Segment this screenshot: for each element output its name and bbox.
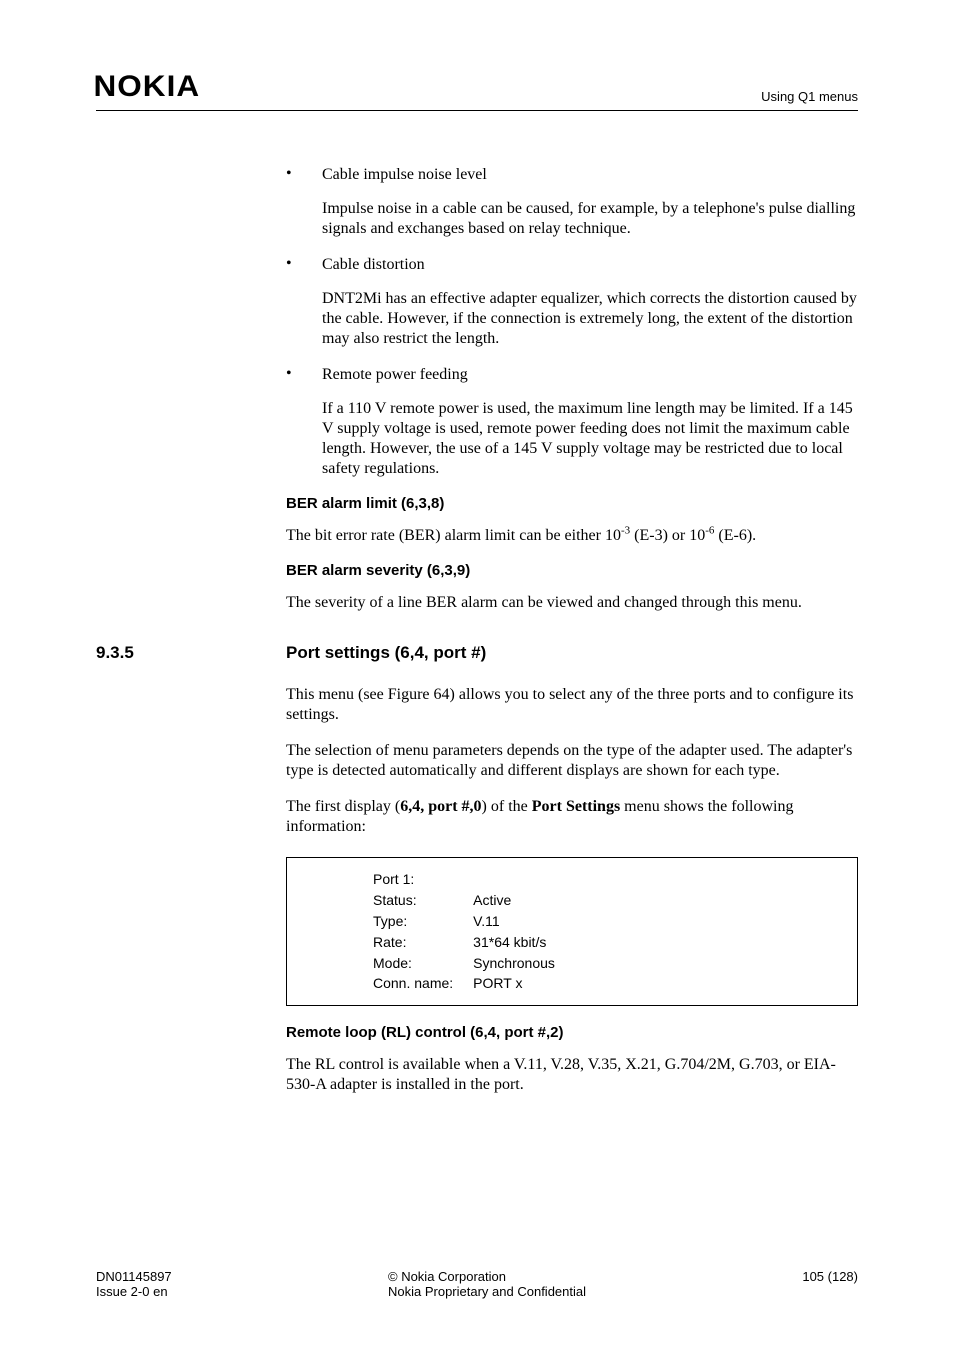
section-title: Port settings (6,4, port #) [286,643,486,663]
field-value: V.11 [473,912,573,931]
copyright: © Nokia Corporation [388,1269,586,1284]
bullet-title: Cable distortion [322,255,425,275]
heading-ber-limit: BER alarm limit (6,3,8) [286,495,858,512]
bullet-body: DNT2Mi has an effective adapter equalize… [322,289,858,349]
table-row: Status:Active [373,891,573,910]
field-key: Rate: [373,933,471,952]
port-info-box: Port 1: Status:Active Type:V.11 Rate:31*… [286,857,858,1006]
issue-label: Issue 2-0 en [96,1284,172,1299]
bullet-title: Remote power feeding [322,365,468,385]
bullet-title: Cable impulse noise level [322,165,487,185]
field-key: Type: [373,912,471,931]
port-info-table: Port 1: Status:Active Type:V.11 Rate:31*… [371,868,575,995]
paragraph: The selection of menu parameters depends… [286,741,858,781]
table-row: Type:V.11 [373,912,573,931]
nokia-logo: NOKIA [93,70,200,104]
table-row: Rate:31*64 kbit/s [373,933,573,952]
text: The first display ( [286,798,400,815]
field-value: 31*64 kbit/s [473,933,573,952]
footer-left: DN01145897 Issue 2-0 en [96,1269,172,1299]
table-row: Conn. name:PORT x [373,974,573,993]
paragraph: The bit error rate (BER) alarm limit can… [286,526,858,546]
paragraph: The RL control is available when a V.11,… [286,1055,858,1095]
footer-center: © Nokia Corporation Nokia Proprietary an… [388,1269,586,1299]
page-number: 105 (128) [802,1269,858,1284]
field-key: Mode: [373,954,471,973]
doc-number: DN01145897 [96,1269,172,1284]
bullet-dot: • [286,255,322,275]
superscript: -3 [621,525,630,537]
table-row: Mode:Synchronous [373,954,573,973]
bold-text: 6,4, port #,0 [400,798,481,815]
bullet-item: • Cable impulse noise level [286,165,858,185]
confidentiality: Nokia Proprietary and Confidential [388,1284,586,1299]
text: (E-6). [714,527,756,544]
section-heading-row: 9.3.5 Port settings (6,4, port #) [96,643,858,663]
field-key: Status: [373,891,471,910]
paragraph: The severity of a line BER alarm can be … [286,593,858,613]
bullet-body: Impulse noise in a cable can be caused, … [322,199,858,239]
page-footer: DN01145897 Issue 2-0 en © Nokia Corporat… [96,1269,858,1299]
paragraph: The first display (6,4, port #,0) of the… [286,797,858,837]
bullet-dot: • [286,365,322,385]
text: (E-3) or 10 [630,527,705,544]
page-header: NOKIA Using Q1 menus [96,70,858,111]
bullet-body: If a 110 V remote power is used, the max… [322,399,858,479]
field-key: Conn. name: [373,974,471,993]
header-section-title: Using Q1 menus [761,89,858,104]
paragraph: This menu (see Figure 64) allows you to … [286,685,858,725]
text: ) of the [482,798,532,815]
port-header: Port 1: [373,870,573,889]
bullet-item: • Remote power feeding [286,365,858,385]
footer-right: 105 (128) [802,1269,858,1299]
field-value: PORT x [473,974,573,993]
field-value: Synchronous [473,954,573,973]
text: The bit error rate (BER) alarm limit can… [286,527,621,544]
section-number: 9.3.5 [96,643,286,663]
heading-ber-severity: BER alarm severity (6,3,9) [286,562,858,579]
bullet-dot: • [286,165,322,185]
bold-text: Port Settings [532,798,620,815]
heading-remote-loop: Remote loop (RL) control (6,4, port #,2) [286,1024,858,1041]
field-value: Active [473,891,573,910]
bullet-item: • Cable distortion [286,255,858,275]
